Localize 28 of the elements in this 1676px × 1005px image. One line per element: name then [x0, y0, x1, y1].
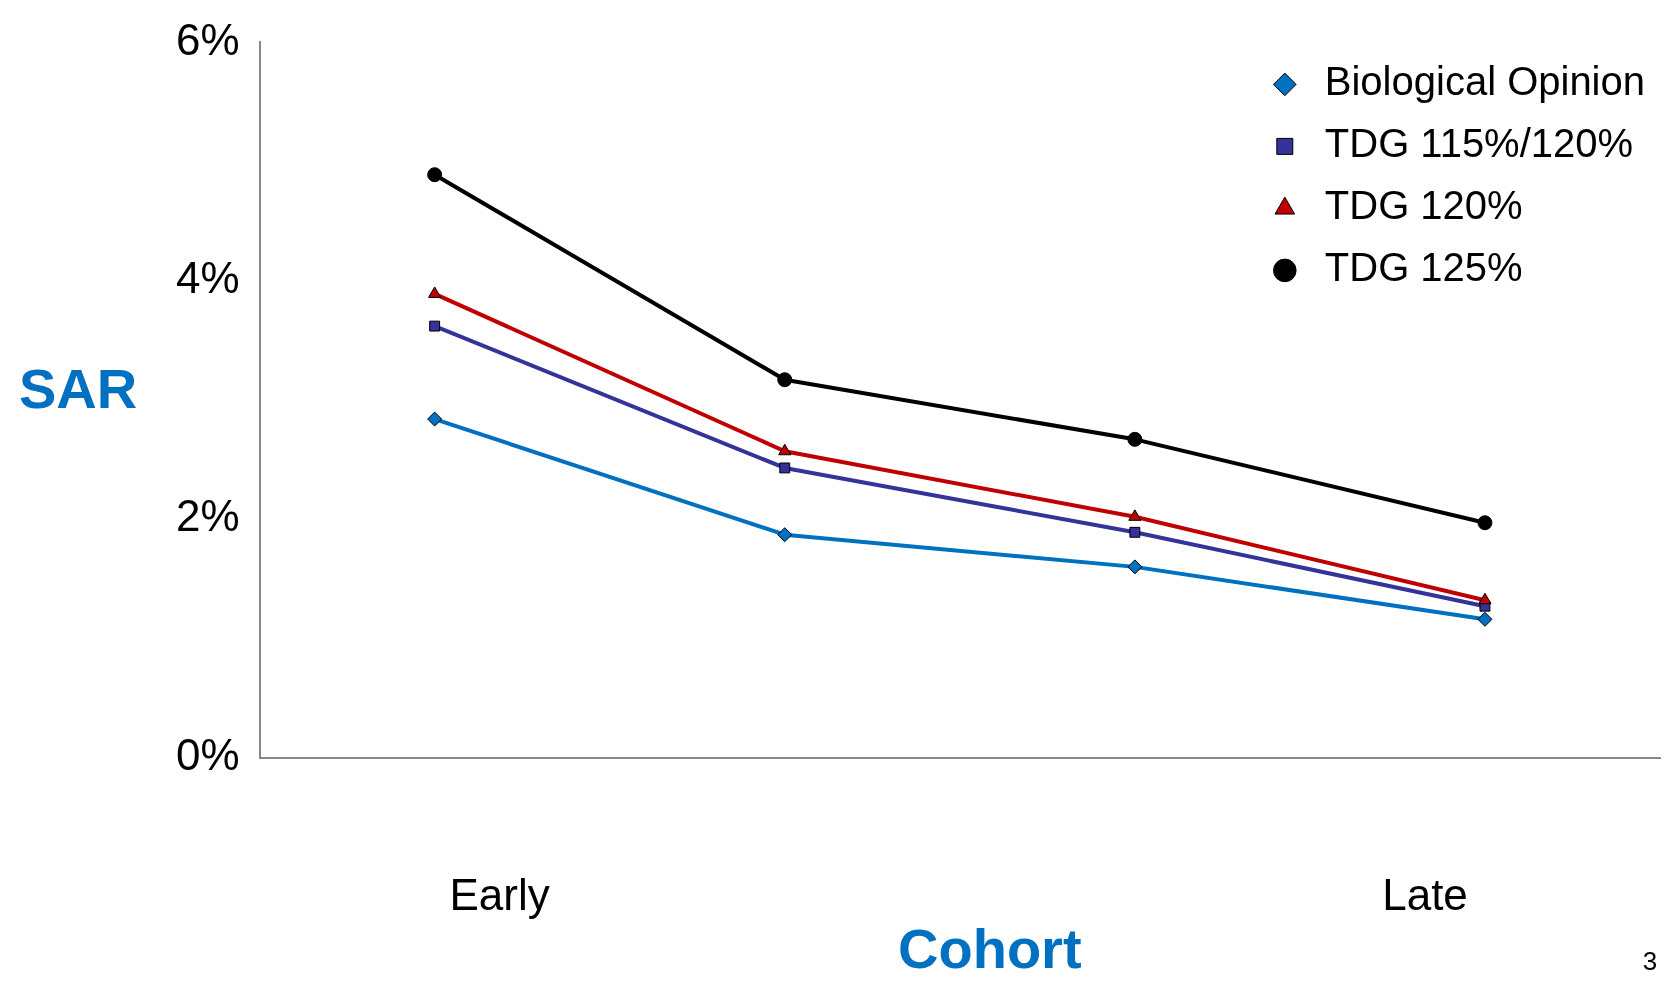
point: [778, 443, 792, 456]
x-axis-title: Cohort: [898, 917, 1082, 981]
point: [777, 372, 793, 388]
point: [1127, 559, 1143, 575]
legend-label: TDG 115%/120%: [1324, 121, 1634, 166]
point: [1127, 431, 1143, 447]
point: [1128, 509, 1142, 521]
point: [428, 286, 442, 298]
text: Late: [1382, 869, 1468, 919]
point: [1129, 526, 1141, 538]
y-tick-label: 0%: [176, 729, 240, 779]
point: [429, 320, 441, 332]
point: [1478, 592, 1492, 605]
legend-label: TDG 125%: [1324, 245, 1523, 290]
point: [1477, 611, 1493, 627]
point: [779, 462, 791, 474]
text: Early: [449, 869, 550, 919]
point: [427, 167, 443, 183]
y-tick-label: 6%: [176, 14, 240, 64]
y-axis-title: SAR: [18, 357, 138, 421]
point: [1477, 515, 1493, 531]
y-tick-label: 4%: [176, 252, 240, 302]
legend-label: TDG 120%: [1324, 183, 1523, 228]
legend-label: Biological Opinion: [1324, 59, 1646, 104]
y-tick-label: 2%: [176, 491, 240, 541]
point: [427, 411, 443, 427]
point: [777, 527, 793, 543]
text: 3: [1642, 946, 1658, 977]
